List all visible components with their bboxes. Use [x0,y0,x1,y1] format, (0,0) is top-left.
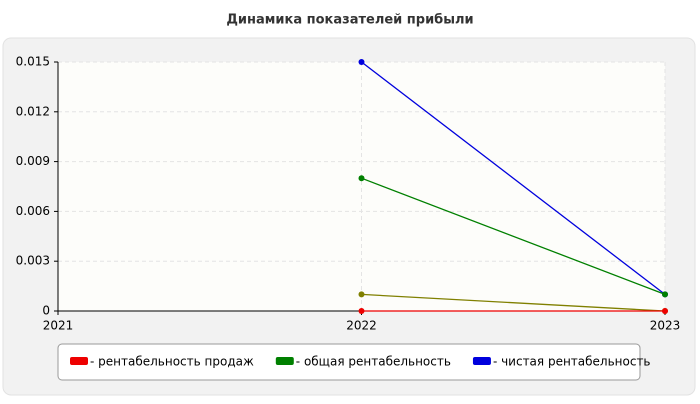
y-tick-label: 0.009 [16,154,50,168]
data-point [662,291,668,298]
data-point [358,291,365,298]
x-tick-label: 2021 [43,319,74,333]
y-tick-label: 0.015 [16,55,50,69]
legend-swatch [472,357,491,365]
data-point [358,308,365,314]
legend [57,343,641,381]
chart-title: Динамика показателей прибыли [226,13,473,28]
legend-label: - общая рентабельность [296,355,451,369]
y-tick-label: 0.012 [16,104,50,118]
y-tick-label: 0 [42,304,50,318]
legend-label: - рентабельность продаж [90,355,254,369]
y-tick-label: 0.006 [16,204,50,218]
series-line [361,293,666,312]
plot-area [58,62,665,311]
legend-swatch [275,357,294,365]
data-point [358,59,365,65]
series-line [361,177,666,296]
legend-label: - чистая рентабельность [493,355,651,369]
data-point [662,308,668,314]
series-line [361,61,666,295]
x-tick-label: 2022 [346,319,377,333]
y-tick-label: 0.003 [16,254,50,268]
legend-swatch [70,357,88,365]
x-tick-label: 2023 [650,319,681,333]
data-point [358,175,365,182]
